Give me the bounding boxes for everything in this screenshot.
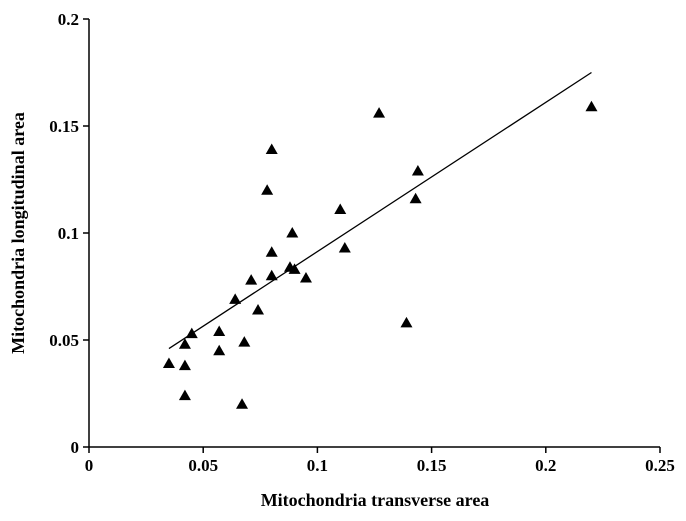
data-point-triangle [286,227,299,238]
x-tick-label: 0.15 [417,456,447,475]
data-point-triangle [409,192,422,204]
x-tick-label: 0.1 [307,456,328,475]
data-point-triangle [252,304,265,315]
data-point-triangle [288,263,301,274]
y-tick-label: 0.1 [58,224,79,243]
data-point-triangle [373,107,386,118]
data-point-triangle [162,357,175,369]
data-point-triangle [299,271,312,283]
data-point-triangle [178,338,191,349]
data-point-triangle [400,316,413,328]
data-point-triangle [265,269,278,281]
data-point-triangle [585,100,598,112]
data-point-triangle [185,327,198,339]
data-point-triangle [213,344,226,356]
y-axis-title: Mitochondria longitudinal area [8,112,28,354]
x-axis-title: Mitochondria transverse area [261,490,490,510]
data-points [162,100,598,409]
data-point-triangle [245,274,258,285]
data-point-triangle [238,336,251,347]
data-point-triangle [236,398,249,409]
y-tick-label: 0.05 [49,331,79,350]
x-tick-label: 0.2 [535,456,556,475]
x-tick-label: 0.05 [188,456,218,475]
data-point-triangle [265,246,278,257]
ticks: 0 0.05 0.1 0.15 0.2 0.25 0 0.05 0.1 0.15 0.2 [49,10,675,475]
x-tick-label: 0.25 [645,456,675,475]
y-tick-label: 0.2 [58,10,79,29]
data-point-triangle [229,293,242,304]
y-tick-label: 0.15 [49,117,79,136]
data-point-triangle [213,325,226,336]
data-point-triangle [178,389,191,401]
data-point-triangle [334,203,347,214]
y-tick-label: 0 [71,438,80,457]
data-point-triangle [265,143,278,155]
data-point-triangle [338,241,351,253]
x-tick-label: 0 [85,456,94,475]
data-point-triangle [178,359,191,371]
data-point-triangle [411,164,424,176]
data-point-triangle [261,184,274,195]
